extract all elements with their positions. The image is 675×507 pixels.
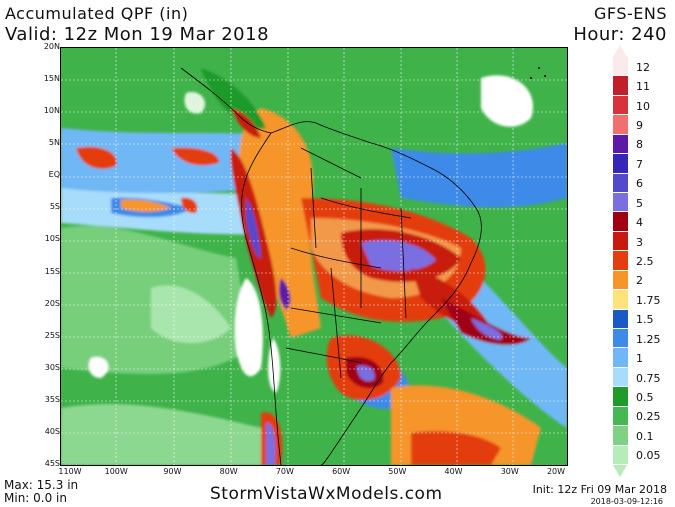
legend-label: 1 — [636, 352, 643, 366]
brand-label: StormVistaWxModels.com — [210, 484, 443, 504]
legend-swatch — [613, 154, 628, 174]
legend-swatch — [613, 134, 628, 155]
timestamp: 2018-03-09-12:16 — [590, 497, 663, 506]
lat-label: 10N — [43, 106, 60, 116]
lon-label: 20W — [546, 467, 566, 476]
model-name: GFS-ENS — [594, 4, 667, 23]
legend-label: 1.5 — [636, 313, 654, 327]
lat-label: 20S — [44, 298, 60, 308]
lat-label: 20N — [43, 42, 60, 51]
legend-swatch — [613, 426, 628, 446]
legend-swatch — [613, 193, 628, 213]
lon-label: 40W — [444, 467, 463, 476]
legend-label: 0.75 — [636, 371, 661, 385]
legend-swatch — [613, 57, 628, 77]
legend-swatch — [613, 95, 628, 116]
valid-time: Valid: 12z Mon 19 Mar 2018 — [5, 24, 270, 45]
legend-swatch — [613, 367, 628, 388]
lon-label: 100W — [104, 467, 128, 476]
lon-label: 30W — [500, 467, 519, 476]
legend-label: 1.75 — [636, 293, 661, 307]
legend-swatch — [613, 309, 628, 329]
forecast-hour: Hour: 240 — [573, 24, 667, 45]
legend-label: 3 — [636, 235, 643, 249]
legend-label: 5 — [636, 196, 643, 210]
legend-label: 7 — [636, 157, 643, 171]
legend-label: 6 — [636, 177, 643, 191]
legend-label: 8 — [636, 138, 643, 152]
color-legend — [613, 57, 628, 465]
legend-label: 0.25 — [636, 410, 661, 424]
lon-label: 70W — [275, 467, 294, 476]
legend-label: 9 — [636, 119, 643, 132]
init-time: Init: 12z Fri 09 Mar 2018 — [532, 483, 667, 496]
legend-swatch — [613, 290, 628, 310]
legend-swatch — [613, 445, 628, 465]
lat-label: 5N — [48, 138, 60, 148]
legend-label: 0.05 — [636, 449, 661, 463]
legend-swatch — [613, 270, 628, 291]
legend-label: 11 — [636, 80, 650, 94]
lon-label: 60W — [332, 467, 351, 476]
legend-swatch — [613, 231, 628, 252]
legend-up-arrow-icon — [613, 45, 627, 57]
lat-label: 30S — [44, 362, 60, 372]
legend-swatch — [613, 76, 628, 96]
max-value: Max: 15.3 in — [4, 478, 79, 492]
lon-label: 80W — [219, 467, 238, 476]
legend-label: 0.1 — [636, 429, 654, 443]
legend-swatch — [613, 406, 628, 427]
legend-swatch — [613, 329, 628, 349]
lat-label: 35S — [44, 394, 60, 404]
qpf-field — [61, 48, 567, 465]
legend-label: 4 — [636, 216, 643, 230]
lat-label: 15S — [44, 266, 60, 276]
legend-label: 1.25 — [636, 332, 661, 346]
legend-swatch — [613, 173, 628, 193]
lat-label: EQ — [48, 170, 60, 180]
lat-label: 10S — [44, 234, 60, 244]
min-value: Min: 0.0 in — [4, 491, 67, 505]
legend-swatch — [613, 251, 628, 271]
lat-label: 5S — [49, 202, 60, 212]
lat-label: 25S — [44, 330, 60, 340]
legend-swatch — [613, 387, 628, 407]
map-title: Accumulated QPF (in) — [5, 4, 189, 23]
legend-swatch — [613, 212, 628, 232]
legend-label: 0.5 — [636, 391, 654, 404]
legend-label: 2.5 — [636, 255, 654, 268]
coastlines — [180, 67, 482, 465]
legend-label: 2 — [636, 274, 643, 288]
legend-down-arrow-icon — [613, 465, 627, 477]
lat-label: 40S — [44, 426, 60, 436]
lon-label: 110W — [58, 467, 82, 476]
legend-swatch — [613, 115, 628, 135]
precipitation-map — [60, 47, 568, 466]
lon-label: 90W — [163, 467, 182, 476]
lat-label: 15N — [43, 74, 60, 84]
legend-label: 12 — [636, 60, 650, 74]
lat-label: 45S — [44, 459, 60, 468]
lon-label: 50W — [388, 467, 407, 476]
legend-swatch — [613, 348, 628, 368]
legend-label: 10 — [636, 99, 650, 113]
